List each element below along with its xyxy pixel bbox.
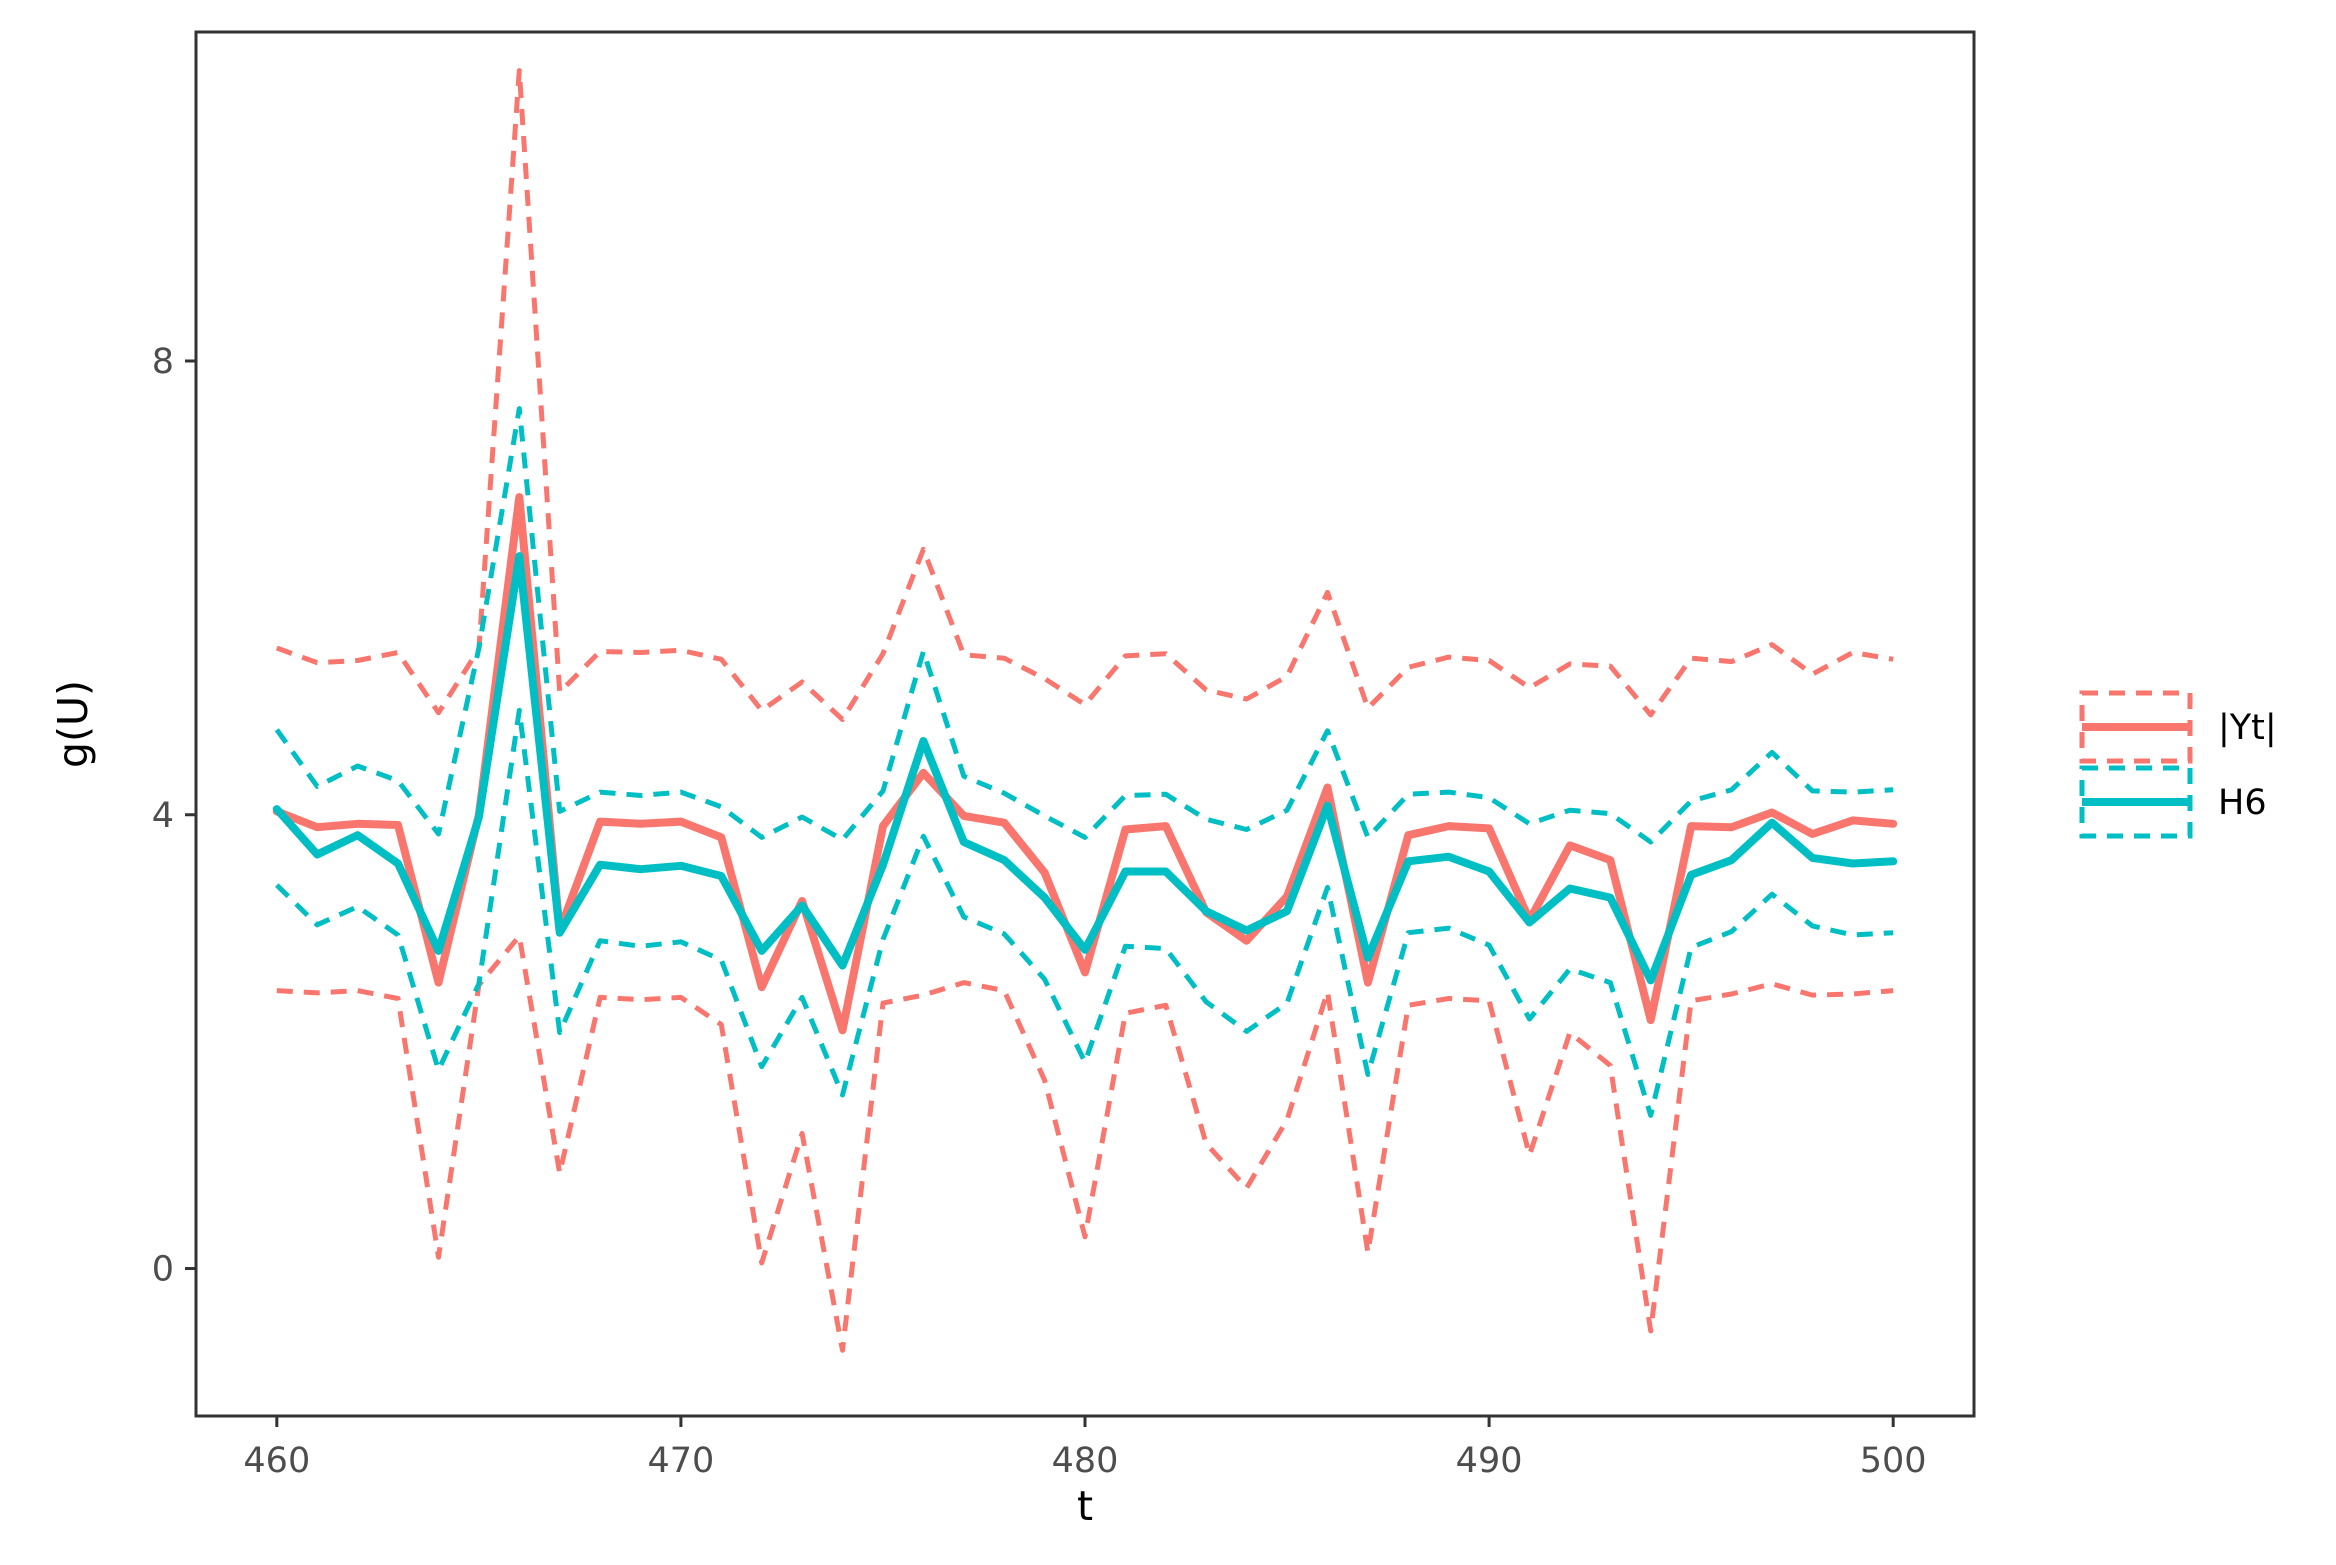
x-tick-label: 490 [1456, 1441, 1523, 1481]
x-tick-label: 500 [1860, 1441, 1927, 1481]
y-tick-label: 4 [152, 796, 174, 836]
x-tick-label: 460 [243, 1441, 310, 1481]
y-axis-title: g(U) [49, 680, 97, 768]
series-h6-line [272, 552, 1898, 985]
axes-layer: 460 470 480 490 500 0 4 8 [152, 342, 1927, 1481]
y-tick-label: 8 [152, 342, 174, 382]
y-tick-label: 0 [152, 1250, 174, 1290]
legend-label: |Yt| [2218, 708, 2277, 748]
legend-item-yt: |Yt| [2079, 690, 2277, 764]
series-h6-lower-band [275, 707, 1894, 1118]
legend: |Yt| H6 [2079, 690, 2277, 839]
x-tick-label: 470 [648, 1441, 715, 1481]
series-yt-lower-band [276, 933, 1894, 1353]
legend-label: H6 [2218, 783, 2267, 823]
series-layer [272, 68, 1898, 1353]
x-axis-title: t [1077, 1482, 1093, 1530]
legend-item-h6: H6 [2079, 765, 2267, 839]
x-tick-label: 480 [1052, 1441, 1119, 1481]
series-h6-upper-band [274, 406, 1894, 845]
